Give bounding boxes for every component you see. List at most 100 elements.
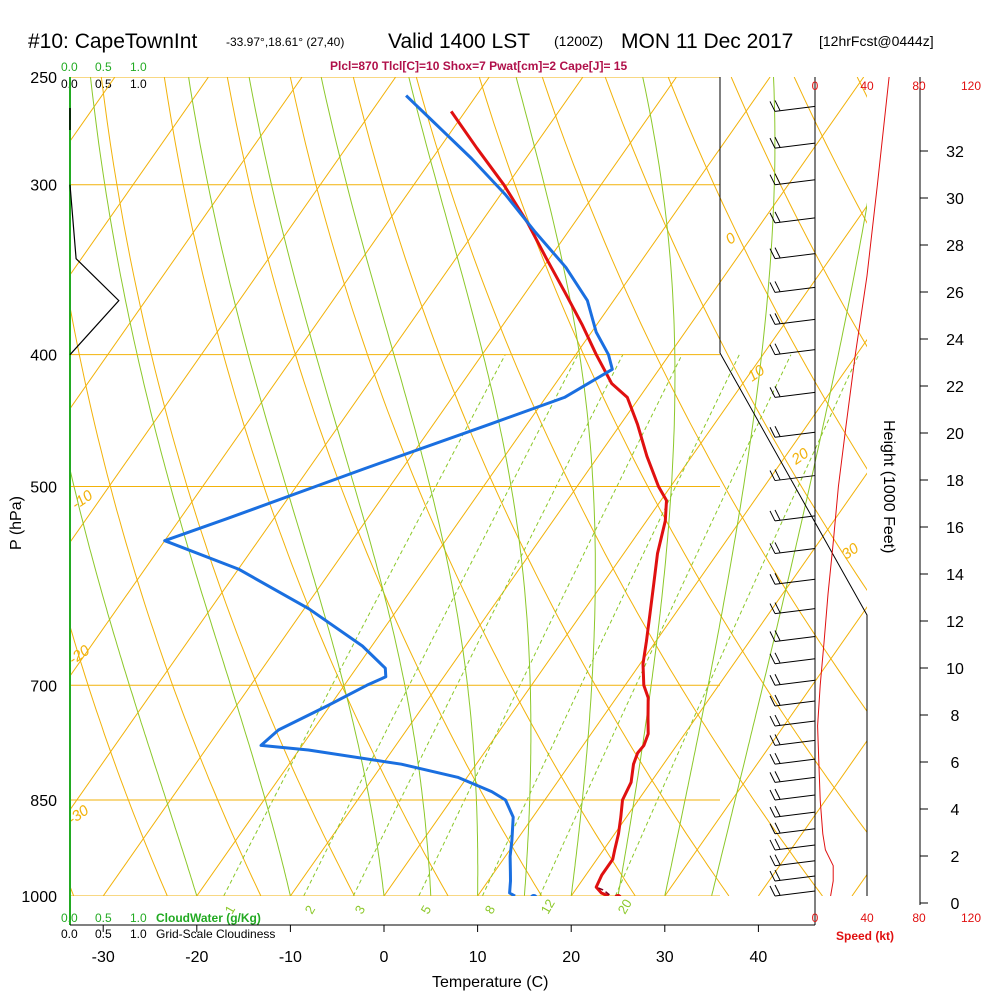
temperature-tick-label: 20 [562, 949, 580, 966]
barb-flag [769, 675, 776, 686]
x-axis-label: Temperature (C) [432, 974, 548, 991]
mixing-ratio-label: 2 [302, 903, 319, 917]
speed-tick-bottom: 0 [812, 911, 819, 925]
wind-barb [769, 884, 816, 897]
height-tick-label: 18 [946, 473, 964, 490]
barb-flag [774, 173, 781, 184]
height-tick-label: 14 [946, 567, 964, 584]
speed-tick-top: 120 [961, 79, 981, 93]
wind-barb [769, 652, 816, 665]
barb-flag [774, 805, 781, 817]
moist-adiabat-line [408, 77, 532, 896]
y-axis-label: P (hPa) [8, 496, 25, 550]
barb-staff [774, 720, 816, 727]
cloudiness-label: Grid-Scale Cloudiness [156, 927, 275, 941]
barb-flag [774, 469, 781, 480]
wind-barb [769, 854, 816, 867]
dry-adiabat-line [100, 77, 355, 896]
speed-tick-bottom: 40 [860, 911, 874, 925]
cw-bot-tick-1: 0.5 [95, 911, 112, 925]
wind-barb [769, 509, 816, 522]
isotherm-line [757, 739, 867, 896]
barb-staff [774, 286, 816, 293]
barb-flag [774, 602, 781, 613]
barb-flag [774, 714, 781, 726]
barb-flag [774, 386, 781, 397]
wind-speed-line [817, 76, 890, 897]
temperature-tick-label: -10 [279, 949, 302, 966]
isotherm-label: 30 [839, 539, 863, 563]
barb-staff [774, 179, 816, 186]
barb-flag [774, 652, 781, 664]
height-tick-label: 32 [946, 144, 964, 161]
cloud-water-profile [69, 108, 120, 356]
speed-axis-label: Speed (kt) [836, 929, 894, 943]
background-lines [70, 77, 1000, 896]
barb-flag [774, 734, 781, 745]
temperature-tick-label: 0 [380, 949, 389, 966]
barb-flag [769, 137, 776, 149]
barb-flag [769, 631, 776, 642]
cw-top-tick-2: 1.0 [130, 60, 147, 74]
wind-barb [769, 100, 816, 112]
barb-flag [769, 344, 776, 355]
dry-adiabat-line [604, 77, 867, 592]
mixing-ratio-label: 3 [352, 903, 369, 917]
wind-barb [769, 869, 816, 882]
height-tick-label: 12 [946, 614, 964, 631]
dry-adiabat-line [983, 77, 1000, 896]
temperature-tick-label: 30 [656, 949, 674, 966]
cl-bot-tick-2: 1.0 [130, 927, 147, 941]
isotherm-label: 10 [745, 361, 769, 385]
profiles [163, 94, 668, 896]
wind-barbs [769, 100, 816, 897]
barb-flag [774, 788, 781, 800]
barb-staff [774, 828, 816, 835]
height-tick-label: 30 [946, 191, 964, 208]
isotherm-line [70, 77, 209, 276]
barb-flag [769, 753, 776, 765]
cw-bot-tick-2: 1.0 [130, 911, 147, 925]
barb-flag [774, 854, 781, 865]
chart-title-forecast: [12hrFcst@0444z] [819, 33, 934, 49]
wind-barb [769, 281, 816, 293]
barb-flag [769, 715, 776, 727]
barb-flag [769, 387, 776, 398]
wind-barb [769, 386, 816, 398]
barb-staff [774, 658, 816, 665]
isotherm-label: 0 [723, 229, 740, 248]
dry-adiabat-line [226, 77, 543, 896]
wind-barb [769, 542, 816, 554]
chart-title-valid: Valid 1400 LST [388, 30, 530, 53]
barb-staff [774, 739, 816, 746]
barb-flag [769, 695, 776, 707]
wind-barb [769, 630, 816, 642]
cloudwater-scale-top: 0.0 0.5 1.0 0.0 0.5 1.0 [61, 60, 147, 91]
barb-staff [774, 700, 816, 707]
barb-staff [774, 890, 816, 897]
speed-tick-top: 80 [912, 79, 926, 93]
barb-flag [769, 314, 776, 325]
barb-flag [774, 426, 781, 437]
barb-staff [774, 608, 816, 615]
barb-staff [774, 253, 816, 260]
speed-tick-bottom: 80 [912, 911, 926, 925]
barb-flag [774, 313, 781, 324]
temperature-tick-label: -30 [92, 949, 115, 966]
barb-staff [774, 431, 816, 438]
height-tick-label: 8 [951, 708, 960, 725]
barb-flag [774, 674, 781, 685]
speed-tick-top: 40 [860, 79, 874, 93]
cw-top-tick-0: 0.0 [61, 60, 78, 74]
wind-barb [769, 247, 816, 260]
barb-staff [774, 547, 816, 554]
barb-staff [774, 217, 816, 224]
height-tick-label: 26 [946, 285, 964, 302]
pressure-tick-label: 400 [30, 348, 57, 365]
isotherm-line [70, 77, 303, 410]
barb-flag [774, 884, 781, 896]
barb-staff [774, 349, 816, 356]
wind-barb [769, 173, 816, 186]
